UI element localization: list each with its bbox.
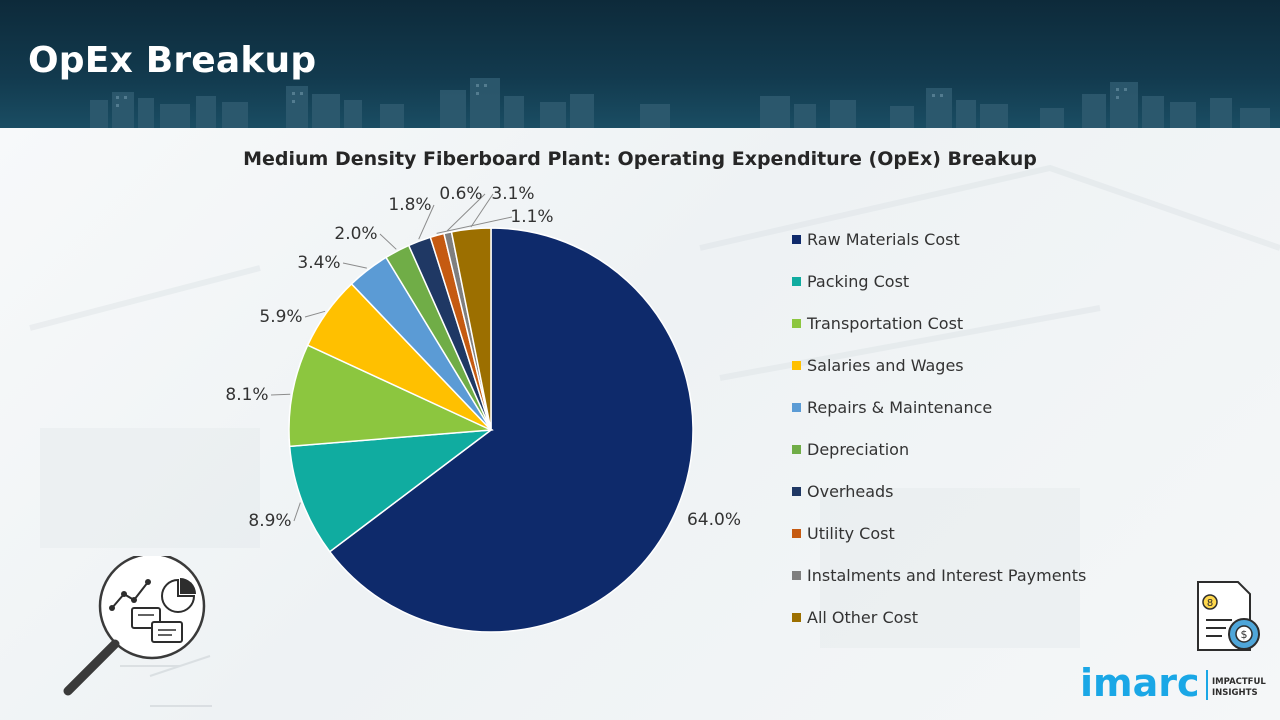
data-label: 5.9% xyxy=(259,307,302,327)
logo-wordmark: imarc xyxy=(1080,661,1200,705)
legend-item: Salaries and Wages xyxy=(792,344,1122,386)
logo-tagline-1: IMPACTFUL xyxy=(1212,677,1266,687)
legend-item: Repairs & Maintenance xyxy=(792,386,1122,428)
leader-line xyxy=(436,216,513,234)
leader-line xyxy=(270,393,291,396)
data-label: 8.9% xyxy=(248,511,291,531)
cost-document-icon: 8 $ xyxy=(1197,581,1260,651)
legend-item: Transportation Cost xyxy=(792,302,1122,344)
legend-swatch xyxy=(792,402,801,412)
legend-swatch xyxy=(792,571,801,581)
pie-slice-packing-cost xyxy=(288,429,494,553)
legend-swatch xyxy=(792,276,801,286)
legend-item: Depreciation xyxy=(792,428,1122,470)
factory-background-graphic xyxy=(29,164,1280,648)
legend-swatch xyxy=(792,445,801,455)
legend-label: Raw Materials Cost xyxy=(807,229,960,249)
legend-swatch xyxy=(792,487,801,497)
page-title: OpEx Breakup xyxy=(28,40,317,81)
legend-label: Utility Cost xyxy=(807,524,895,544)
data-label: 0.6% xyxy=(439,184,482,204)
pie-slice-raw-materials-cost xyxy=(328,227,694,633)
data-label: 8.1% xyxy=(225,385,268,405)
chart-legend: Raw Materials Cost Packing Cost Transporta… xyxy=(792,218,1122,639)
legend-item: Overheads xyxy=(792,471,1122,513)
legend-swatch xyxy=(792,360,801,370)
svg-text:8: 8 xyxy=(1207,598,1213,609)
pie-slice-transportation-cost xyxy=(288,344,494,448)
leader-line xyxy=(470,193,494,228)
legend-label: Repairs & Maintenance xyxy=(807,397,993,417)
legend-label: All Other Cost xyxy=(807,608,919,628)
legend-label: Instalments and Interest Payments xyxy=(807,566,1087,586)
pie-slice-all-other-cost xyxy=(450,227,492,431)
legend-item: Utility Cost xyxy=(792,513,1122,555)
imarc-logo: imarc IMPACTFUL INSIGHTS xyxy=(1080,660,1270,706)
legend-label: Salaries and Wages xyxy=(807,355,964,375)
leader-line xyxy=(379,233,397,250)
logo-tagline-2: INSIGHTS xyxy=(1212,688,1258,698)
legend-label: Overheads xyxy=(807,482,894,502)
data-label: 3.1% xyxy=(491,184,534,204)
magnifier-analytics-icon xyxy=(63,556,212,707)
leader-line xyxy=(304,310,326,318)
city-skyline-graphic xyxy=(90,78,1270,128)
legend-swatch xyxy=(792,529,801,539)
leader-line xyxy=(418,204,435,240)
data-label: 3.4% xyxy=(297,253,340,273)
data-label: 64.0% xyxy=(687,510,741,530)
data-label: 1.8% xyxy=(388,195,431,215)
legend-label: Depreciation xyxy=(807,440,910,460)
legend-label: Transportation Cost xyxy=(807,313,964,333)
legend-item: All Other Cost xyxy=(792,597,1122,639)
legend-item: Raw Materials Cost xyxy=(792,218,1122,260)
leader-line xyxy=(293,502,301,522)
svg-text:$: $ xyxy=(1241,628,1248,641)
legend-swatch xyxy=(792,613,801,623)
chart-title: Medium Density Fiberboard Plant: Operati… xyxy=(243,148,1037,170)
legend-label: Packing Cost xyxy=(807,271,910,291)
leader-line xyxy=(342,262,367,269)
legend-item: Instalments and Interest Payments xyxy=(792,555,1122,597)
header-banner: OpEx Breakup xyxy=(0,0,1280,128)
legend-item: Packing Cost xyxy=(792,260,1122,302)
leader-line xyxy=(446,193,486,232)
data-label: 2.0% xyxy=(334,224,377,244)
legend-swatch xyxy=(792,234,801,244)
data-label: 1.1% xyxy=(510,207,553,227)
legend-swatch xyxy=(792,318,801,328)
